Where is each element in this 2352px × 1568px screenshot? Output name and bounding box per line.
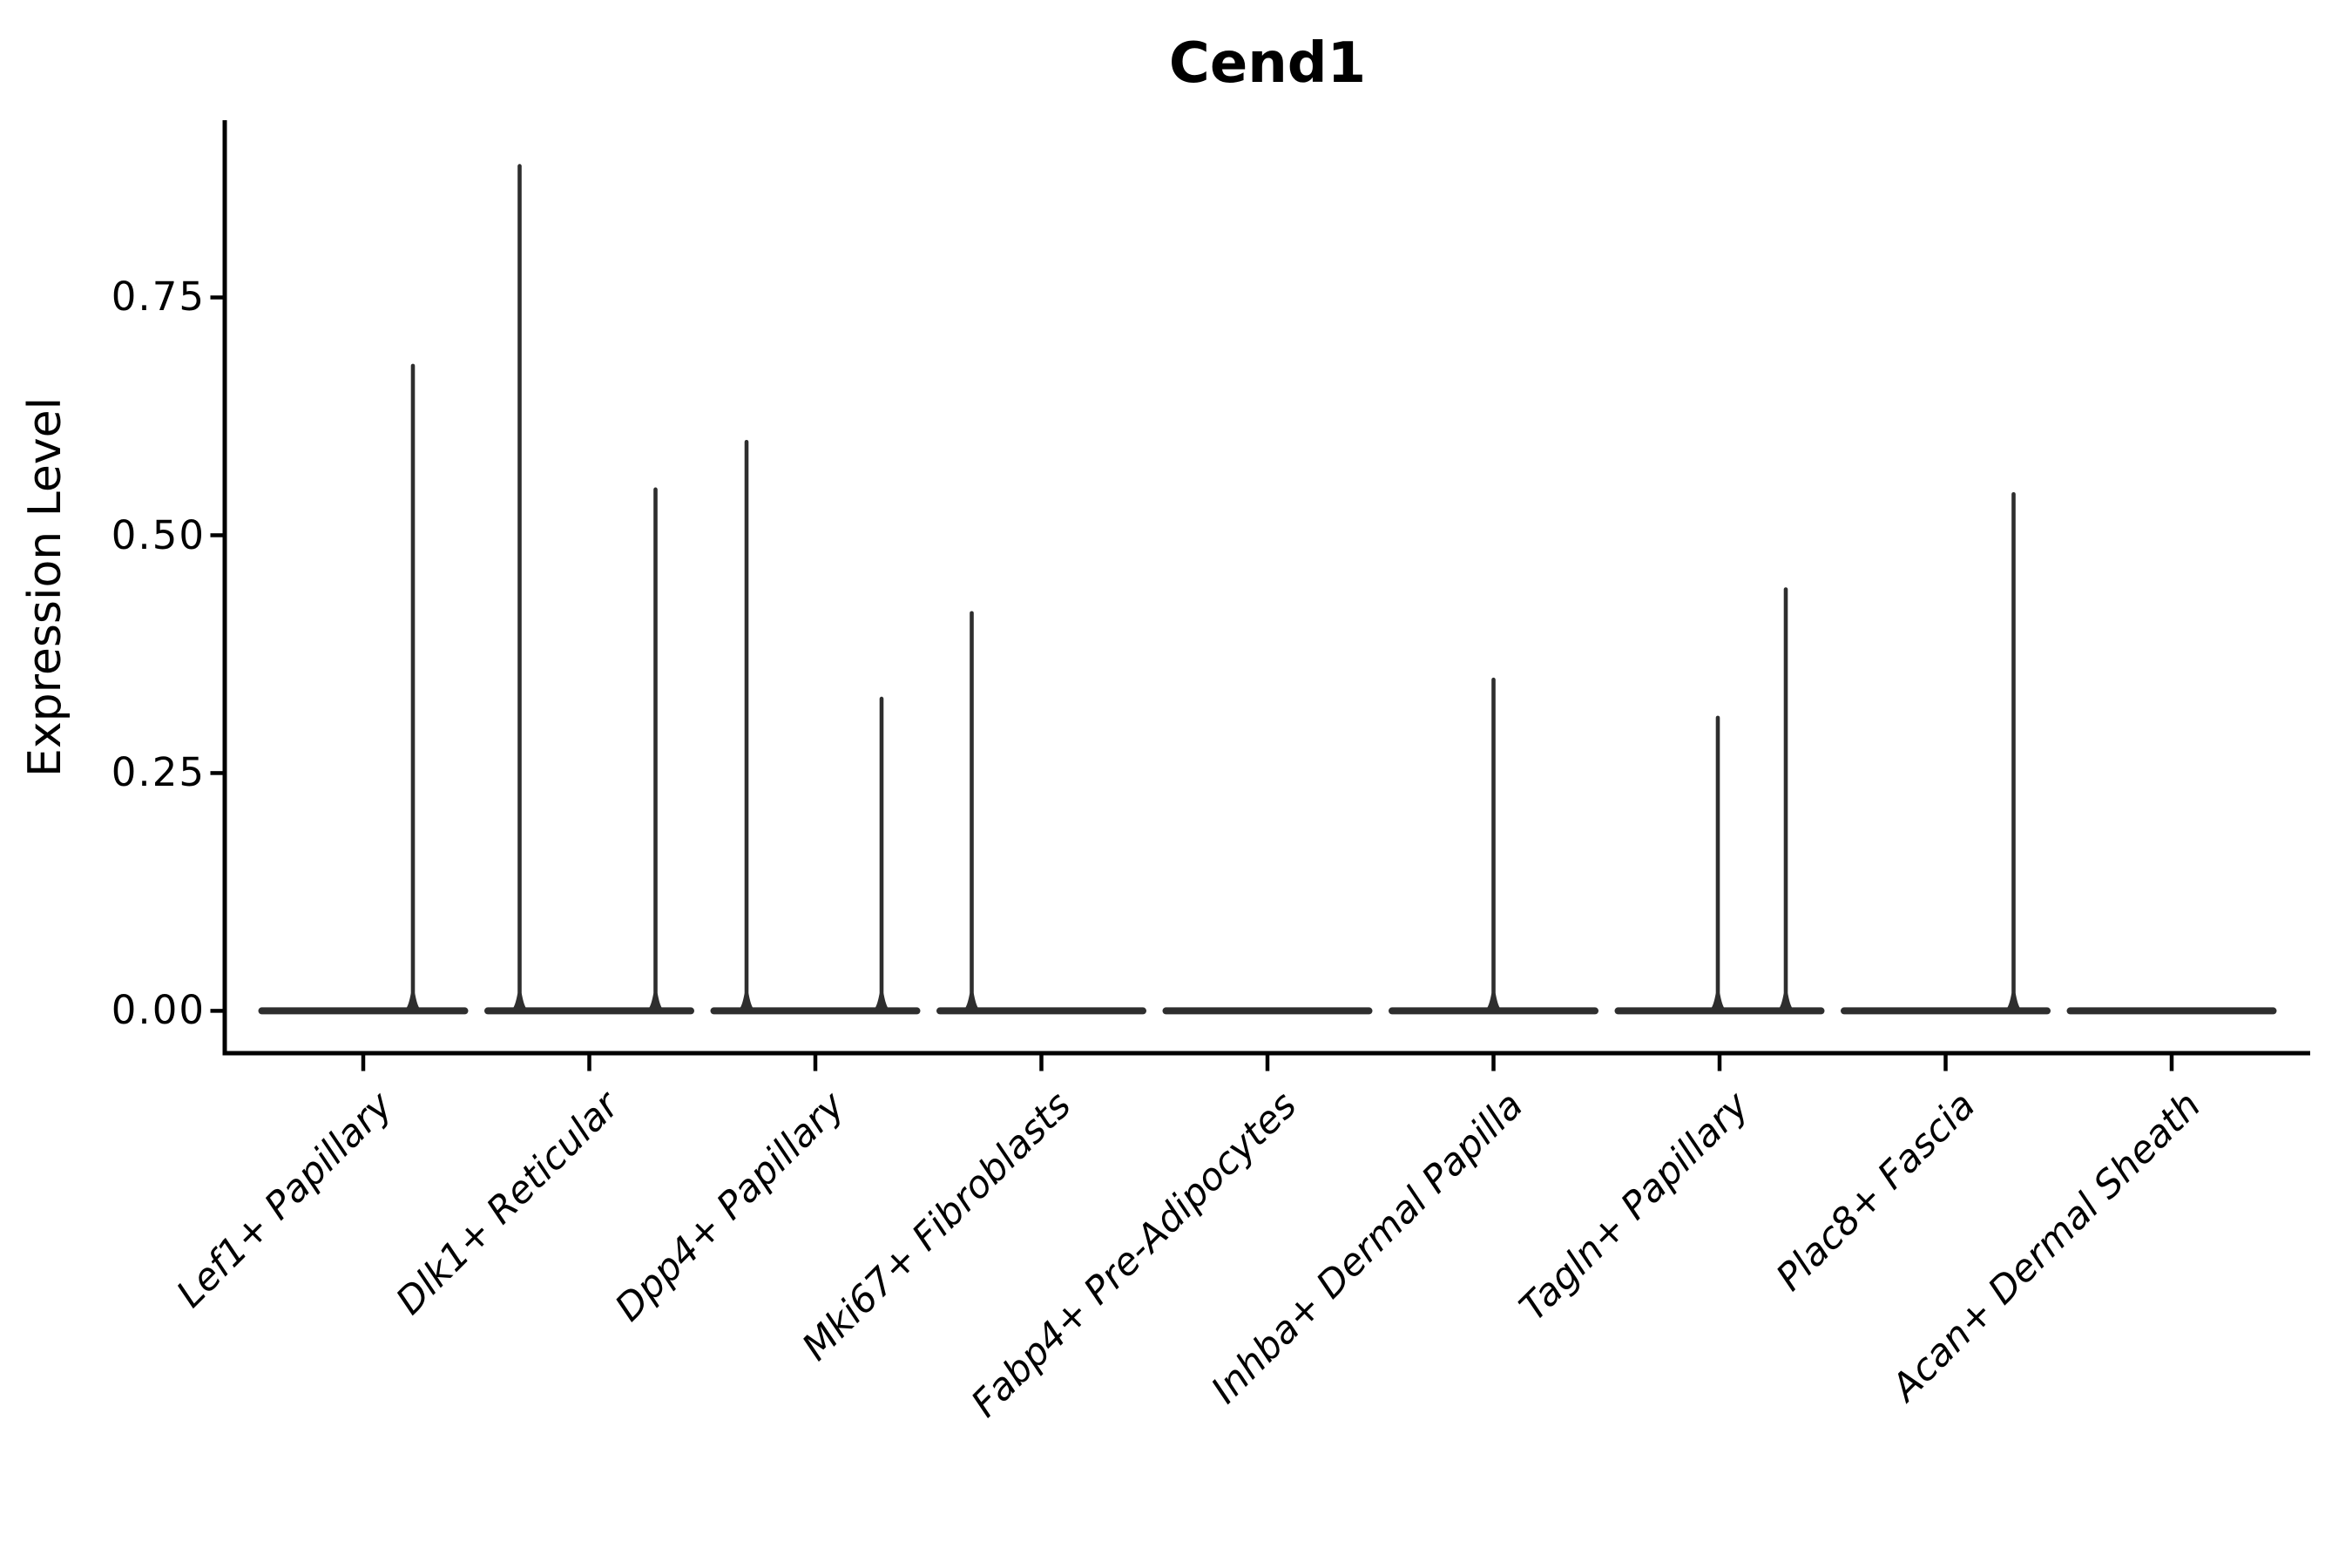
violin-baseline-8 (2066, 1007, 2277, 1015)
violin-baseline-1 (484, 1007, 694, 1015)
y-tick-label-0.50: 0.50 (111, 512, 206, 558)
violin-baseline-3 (936, 1007, 1146, 1015)
violin-spike-flare-1-1 (642, 993, 669, 1014)
violin-spike-flare-2-1 (868, 993, 895, 1014)
violin-baseline-2 (710, 1007, 921, 1015)
violin-spike-flare-6-1 (1773, 993, 1799, 1014)
violin-spike-flare-0-0 (400, 993, 426, 1014)
violin-baseline-4 (1162, 1007, 1373, 1015)
violin-spike-flare-6-0 (1705, 993, 1731, 1014)
violin-spike-flare-3-0 (958, 993, 985, 1014)
violin-spike-flare-2-0 (733, 993, 760, 1014)
y-tick-label-0.75: 0.75 (111, 274, 206, 320)
y-tick-label-0.00: 0.00 (111, 987, 206, 1033)
violin-spike-flare-5-0 (1480, 993, 1507, 1014)
y-tick-label-0.25: 0.25 (111, 749, 206, 795)
violin-spike-flare-7-0 (2000, 993, 2027, 1014)
violin-baseline-0 (258, 1007, 469, 1015)
chart-title: Cend1 (1168, 31, 1367, 96)
violin-spike-flare-1-0 (506, 993, 533, 1014)
violin-baseline-7 (1841, 1007, 2051, 1015)
y-axis-label: Expression Level (19, 396, 71, 778)
